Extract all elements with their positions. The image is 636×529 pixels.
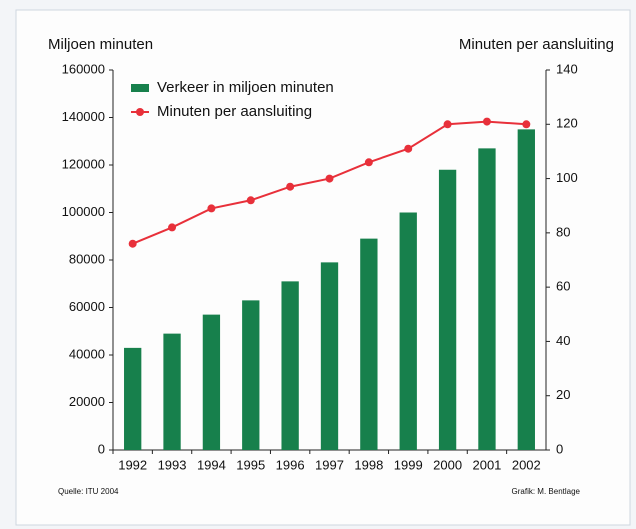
bar — [163, 333, 181, 450]
legend-swatch — [131, 84, 149, 92]
y-tick-label: 120000 — [62, 156, 105, 171]
x-tick-label: 1998 — [354, 457, 383, 472]
y-axis-label: Miljoen minuten — [48, 36, 153, 53]
y2-tick-label: 80 — [556, 224, 570, 239]
x-tick-label: 1997 — [315, 457, 344, 472]
line-point — [443, 120, 452, 129]
legend-swatch — [136, 108, 144, 116]
y-tick-label: 100000 — [62, 204, 105, 219]
y-tick-label: 140000 — [62, 109, 105, 124]
bar — [360, 238, 378, 450]
y2-axis-label: Minuten per aansluiting — [459, 36, 614, 53]
y2-tick-label: 120 — [556, 116, 578, 131]
y2-tick-label: 140 — [556, 61, 578, 76]
y-tick-label: 0 — [98, 441, 105, 456]
bar — [281, 281, 299, 450]
line-point — [325, 174, 334, 183]
y2-tick-label: 20 — [556, 387, 570, 402]
line-point — [168, 223, 177, 232]
source-note: Quelle: ITU 2004 — [58, 487, 119, 496]
line-point — [128, 239, 137, 248]
bar — [438, 169, 457, 450]
legend-label: Minuten per aansluiting — [157, 103, 312, 120]
bar — [320, 262, 339, 450]
x-tick-label: 1996 — [276, 457, 305, 472]
bar — [124, 347, 142, 450]
y2-tick-label: 40 — [556, 333, 570, 348]
y2-tick-label: 0 — [556, 441, 563, 456]
bar — [242, 300, 260, 450]
line-point — [246, 196, 255, 205]
legend-label: Verkeer in miljoen minuten — [157, 79, 334, 96]
line-point — [364, 158, 373, 167]
x-tick-label: 1994 — [197, 457, 226, 472]
line-point — [207, 204, 216, 213]
x-tick-label: 2002 — [512, 457, 541, 472]
line-point — [522, 120, 531, 129]
x-tick-label: 1993 — [158, 457, 187, 472]
line-point — [482, 117, 491, 126]
y-tick-label: 40000 — [69, 346, 105, 361]
x-tick-label: 1992 — [118, 457, 147, 472]
credit-note: Grafik: M. Bentlage — [512, 487, 581, 496]
line-point — [404, 144, 413, 153]
y2-tick-label: 100 — [556, 170, 578, 185]
x-tick-label: 2000 — [433, 457, 462, 472]
bar — [399, 212, 417, 450]
x-tick-label: 2001 — [472, 457, 501, 472]
y-tick-label: 160000 — [62, 61, 105, 76]
y-tick-label: 20000 — [69, 394, 105, 409]
bar — [517, 129, 535, 450]
x-tick-label: 1995 — [236, 457, 265, 472]
bar — [478, 148, 496, 450]
bar — [202, 314, 221, 450]
y-tick-label: 60000 — [69, 299, 105, 314]
y-tick-label: 80000 — [69, 251, 105, 266]
x-tick-label: 1999 — [394, 457, 423, 472]
y2-tick-label: 60 — [556, 279, 570, 294]
line-point — [286, 182, 295, 191]
